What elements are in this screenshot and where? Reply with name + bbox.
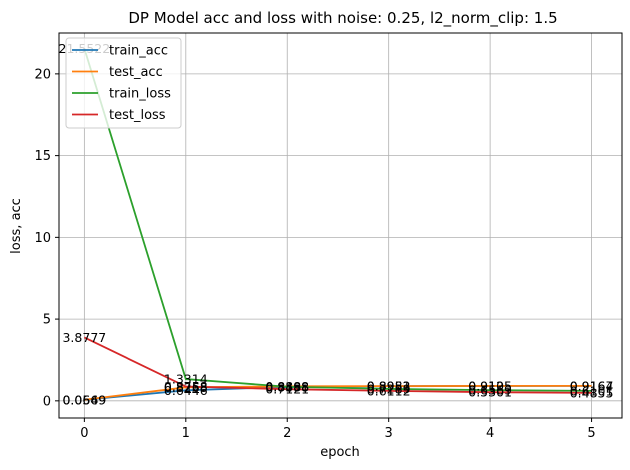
- data-label: 0.9167: [570, 378, 614, 393]
- series-line-test-acc: [84, 384, 592, 401]
- data-label: 0.8951: [367, 379, 411, 394]
- y-tick-label: 0: [43, 394, 51, 409]
- data-label: 0.9105: [468, 378, 512, 393]
- data-label: 0.8758: [164, 379, 208, 394]
- data-label: 0.7121: [265, 382, 309, 397]
- chart-title: DP Model acc and loss with noise: 0.25, …: [128, 9, 557, 28]
- data-label: 0.0569: [62, 392, 106, 407]
- data-label: 0.9125: [468, 378, 512, 393]
- x-tick-label: 3: [385, 426, 393, 441]
- data-label: 0.8982: [367, 379, 411, 394]
- legend-label: test_loss: [109, 108, 166, 123]
- data-label: 0.6101: [570, 383, 614, 398]
- legend: train_acc test_acc train_loss test_loss: [65, 37, 182, 129]
- data-label: 0.4855: [570, 385, 614, 400]
- data-label: 0.9164: [570, 378, 614, 393]
- y-axis-title: loss, acc: [9, 198, 24, 254]
- data-label: 0.8598: [265, 379, 309, 394]
- data-label: 0.6112: [367, 383, 411, 398]
- y-tick-label: 15: [34, 149, 51, 164]
- legend-label: train_acc: [109, 44, 168, 59]
- series-layer: [83, 48, 592, 401]
- axis-ticks: 0 1 2 3 4 5 0 5 10 15 20: [34, 67, 595, 441]
- legend-label: train_loss: [109, 87, 171, 102]
- x-tick-label: 5: [587, 426, 595, 441]
- legend-label: test_acc: [109, 65, 163, 80]
- y-tick-label: 20: [34, 67, 51, 82]
- data-label: 0.8488: [265, 379, 309, 394]
- series-line-train-loss: [83, 48, 592, 392]
- data-label: 0.7289: [367, 381, 411, 396]
- data-label: 0.8888: [265, 379, 309, 394]
- data-label: 0.6569: [468, 383, 512, 398]
- x-axis-title: epoch: [320, 445, 360, 460]
- y-tick-label: 5: [43, 313, 51, 328]
- x-tick-label: 0: [80, 426, 88, 441]
- data-label: 1.3314: [164, 372, 208, 387]
- data-label: 0.8268: [164, 380, 208, 395]
- x-tick-label: 1: [182, 426, 190, 441]
- series-line-test-loss: [83, 336, 592, 394]
- data-label: 0.0649: [62, 392, 106, 407]
- grid: [59, 33, 622, 418]
- data-label: 0.6446: [164, 383, 208, 398]
- data-label: 0.5301: [468, 385, 512, 400]
- y-tick-label: 10: [34, 231, 51, 246]
- x-tick-label: 4: [486, 426, 494, 441]
- plot-frame: [58, 32, 623, 419]
- x-tick-label: 2: [283, 426, 291, 441]
- legend-box: [65, 37, 182, 129]
- data-label: 3.8777: [62, 330, 106, 345]
